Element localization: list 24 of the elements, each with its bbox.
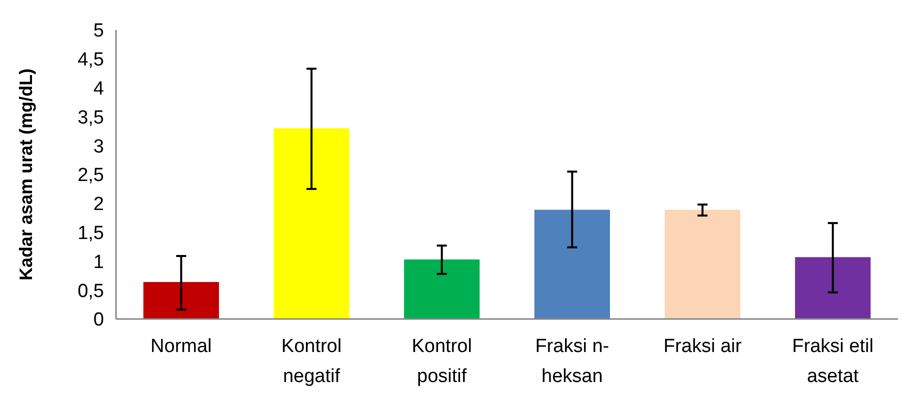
bar xyxy=(274,128,350,319)
y-tick-label: 4 xyxy=(93,78,104,100)
y-tick-label: 1,5 xyxy=(78,222,104,244)
y-tick-label: 0,5 xyxy=(78,280,104,302)
bar xyxy=(534,210,610,319)
bar xyxy=(404,259,480,319)
y-tick-label: 2,5 xyxy=(78,165,104,186)
x-tick-label: Kontrol positif xyxy=(412,336,472,387)
x-tick-label: Fraksi air xyxy=(663,336,742,357)
y-axis-title: Kadar asam urat (mg/dL) xyxy=(16,68,36,281)
x-tick-label: Fraksi etil asetat xyxy=(792,336,874,387)
y-tick-label: 4,5 xyxy=(78,50,104,71)
y-tick-label: 3,5 xyxy=(78,107,104,128)
x-tick-label: Kontrol negatif xyxy=(281,336,342,387)
x-tick-label: Fraksi n-heksan xyxy=(535,336,610,387)
y-tick-label: 5 xyxy=(93,20,104,42)
bar xyxy=(664,210,740,319)
x-tick-label: Normal xyxy=(150,336,212,357)
y-tick-label: 3 xyxy=(93,136,104,158)
y-tick-label: 1 xyxy=(93,252,104,273)
bar xyxy=(795,257,871,319)
y-tick-label: 2 xyxy=(93,194,104,216)
y-tick-label: 0 xyxy=(93,310,104,331)
bar xyxy=(143,282,219,319)
